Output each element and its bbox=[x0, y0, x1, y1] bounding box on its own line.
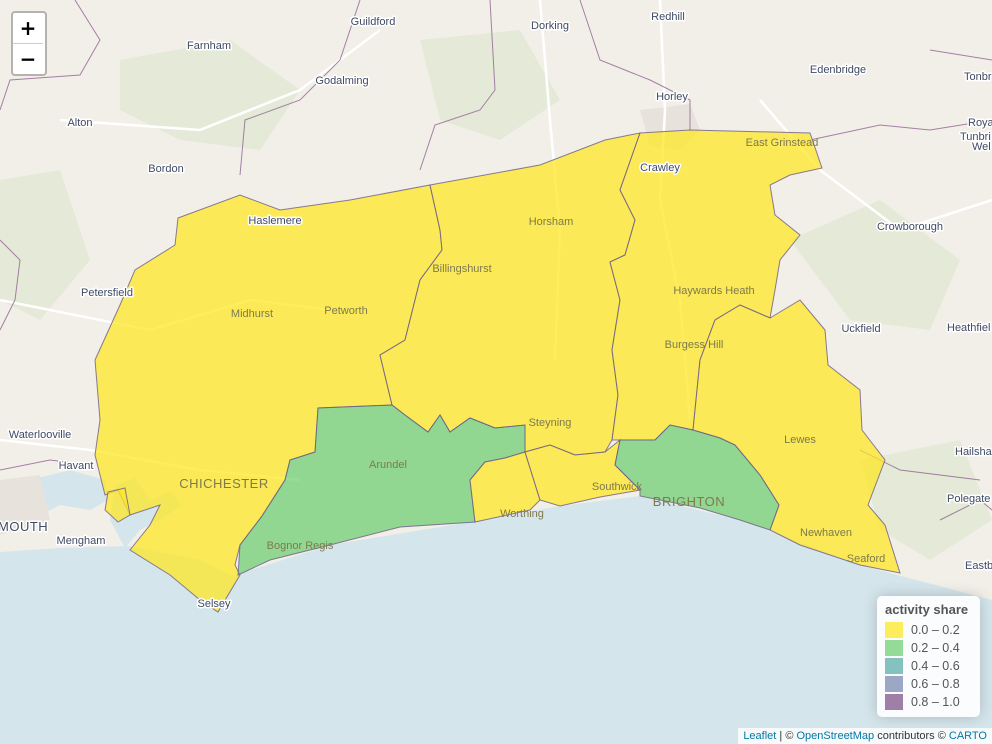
place-label: Waterlooville bbox=[9, 429, 72, 441]
place-label: Tonbr bbox=[964, 71, 992, 83]
sea bbox=[0, 496, 992, 744]
place-label: Billingshurst bbox=[432, 263, 491, 275]
attribution-separator: | © bbox=[776, 730, 797, 742]
leaflet-link[interactable]: Leaflet bbox=[743, 730, 777, 742]
place-label: Haywards Heath bbox=[673, 285, 754, 297]
place-label: Midhurst bbox=[231, 308, 273, 320]
district-horsham[interactable] bbox=[379, 132, 641, 456]
place-label: Roya bbox=[968, 117, 992, 129]
place-label: Dorking bbox=[531, 20, 569, 32]
place-label: Newhaven bbox=[800, 527, 852, 539]
legend: activity share 0.0 – 0.2 0.2 – 0.4 0.4 –… bbox=[877, 596, 980, 717]
place-label: CHICHESTER bbox=[179, 476, 269, 491]
legend-item: 0.2 – 0.4 bbox=[885, 639, 972, 657]
place-label: Godalming bbox=[315, 75, 368, 87]
place-label: Steyning bbox=[529, 417, 572, 429]
choropleth-layer bbox=[94, 129, 901, 613]
place-label: Polegate bbox=[947, 493, 990, 505]
woodland bbox=[0, 170, 90, 320]
legend-title: activity share bbox=[885, 602, 969, 617]
place-label: MOUTH bbox=[0, 519, 48, 534]
place-label: Crowborough bbox=[877, 221, 943, 233]
place-label: Uckfield bbox=[841, 323, 880, 335]
place-label: Redhill bbox=[651, 11, 685, 23]
place-label: Mengham bbox=[57, 535, 106, 547]
osm-link[interactable]: OpenStreetMap bbox=[796, 730, 875, 742]
legend-item: 0.4 – 0.6 bbox=[885, 657, 972, 675]
place-label: Crawley bbox=[640, 162, 680, 174]
place-label: Heathfiel bbox=[947, 322, 990, 334]
district-worthing[interactable] bbox=[469, 451, 541, 523]
place-label: Alton bbox=[67, 117, 92, 129]
district-chichester-islands[interactable] bbox=[104, 487, 131, 523]
place-label: Hailsha bbox=[955, 446, 992, 458]
place-label: Edenbridge bbox=[810, 64, 866, 76]
place-label: East Grinstead bbox=[746, 137, 819, 149]
admin-boundaries bbox=[0, 0, 992, 521]
woodland bbox=[420, 30, 560, 140]
place-label: Bordon bbox=[148, 163, 183, 175]
place-label: BRIGHTON bbox=[653, 494, 725, 509]
place-labels: Guildford Dorking Redhill Farnham Godalm… bbox=[0, 10, 992, 612]
place-label: Horley bbox=[656, 91, 688, 103]
place-label: Worthing bbox=[500, 508, 544, 520]
legend-swatch bbox=[885, 676, 903, 692]
zoom-out-button[interactable]: − bbox=[19, 47, 37, 71]
place-label: Burgess Hill bbox=[665, 339, 724, 351]
attribution-contributors: contributors © bbox=[874, 730, 949, 742]
place-label: Farnham bbox=[187, 40, 231, 52]
legend-swatch bbox=[885, 658, 903, 674]
attribution: Leaflet | © OpenStreetMap contributors ©… bbox=[738, 728, 992, 744]
place-label: Lewes bbox=[784, 434, 816, 446]
legend-label: 0.8 – 1.0 bbox=[911, 695, 960, 709]
district-brighton[interactable] bbox=[614, 424, 780, 531]
place-label: Petersfield bbox=[81, 287, 133, 299]
place-label: Haslemere bbox=[248, 215, 301, 227]
zoom-in-button[interactable]: + bbox=[13, 13, 43, 44]
place-label: Eastb bbox=[965, 560, 992, 572]
place-label: Bognor Regis bbox=[267, 540, 334, 552]
legend-item: 0.8 – 1.0 bbox=[885, 693, 972, 711]
place-label: Havant bbox=[59, 460, 94, 472]
zoom-control: + − bbox=[11, 11, 47, 76]
place-label: Horsham bbox=[529, 216, 574, 228]
carto-link[interactable]: CARTO bbox=[948, 730, 987, 742]
place-label: Guildford bbox=[351, 16, 396, 28]
place-label: Petworth bbox=[324, 305, 367, 317]
legend-label: 0.4 – 0.6 bbox=[911, 659, 960, 673]
urban-area bbox=[0, 475, 50, 535]
legend-label: 0.2 – 0.4 bbox=[911, 641, 960, 655]
woodland bbox=[120, 40, 300, 150]
place-label: Seaford bbox=[847, 553, 886, 565]
legend-item: 0.6 – 0.8 bbox=[885, 675, 972, 693]
woodland bbox=[860, 440, 992, 560]
place-label: Tunbri bbox=[960, 131, 991, 143]
place-label: Arundel bbox=[369, 459, 407, 471]
legend-swatch bbox=[885, 694, 903, 710]
legend-item: 0.0 – 0.2 bbox=[885, 621, 972, 639]
woodland bbox=[790, 200, 960, 330]
place-label: Selsey bbox=[197, 598, 231, 610]
legend-label: 0.6 – 0.8 bbox=[911, 677, 960, 691]
place-label: Wel bbox=[972, 141, 991, 153]
legend-label: 0.0 – 0.2 bbox=[911, 623, 960, 637]
legend-swatch bbox=[885, 640, 903, 656]
place-label: Southwick bbox=[592, 481, 643, 493]
legend-swatch bbox=[885, 622, 903, 638]
